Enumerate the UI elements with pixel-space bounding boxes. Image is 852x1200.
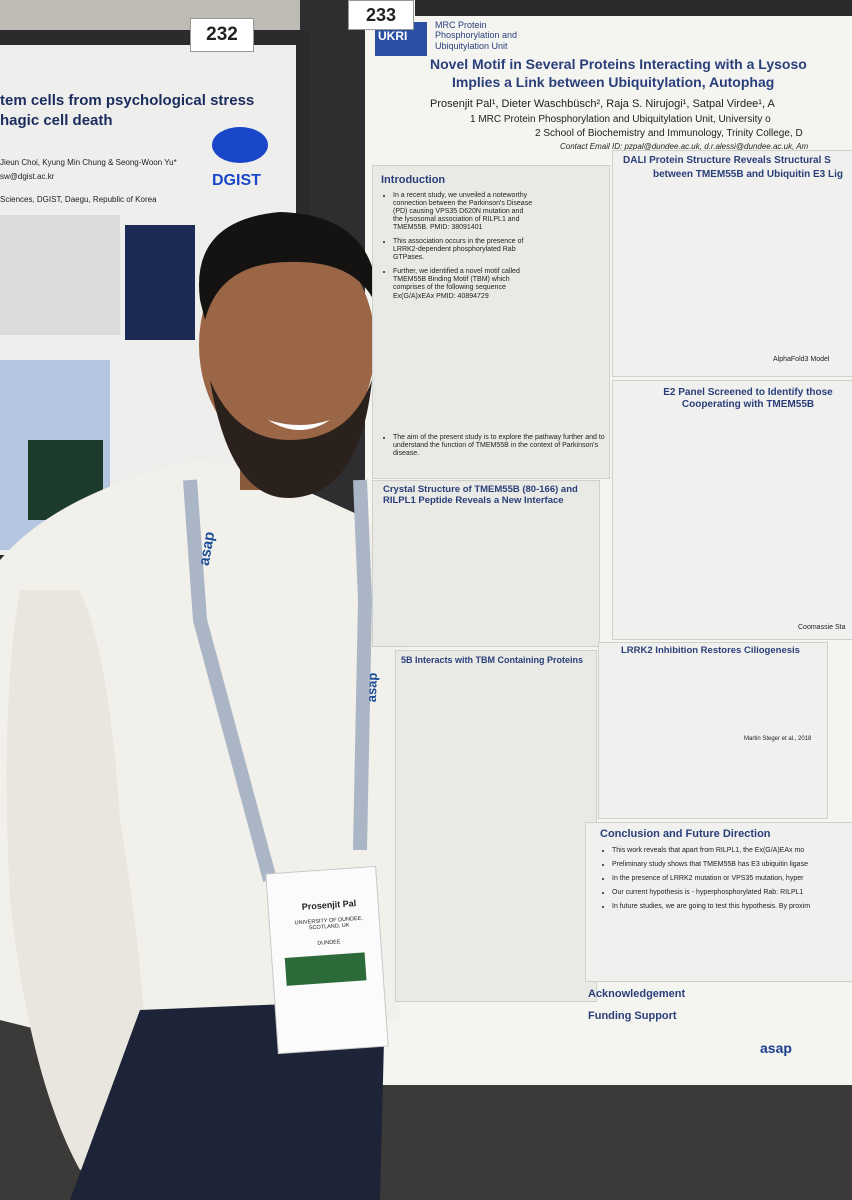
logo-text: UKRI <box>378 29 408 43</box>
bullet: In future studies, we are going to test … <box>612 903 852 911</box>
e2-panel: E2 Panel Screened to Identify those Coop… <box>612 380 852 640</box>
poster-top-bar <box>415 0 852 16</box>
poster-title: Implies a Link between Ubiquitylation, A… <box>452 74 775 90</box>
face <box>199 233 375 457</box>
bullet: In the presence of LRRK2 mutation or VPS… <box>612 875 852 883</box>
caption: AlphaFold3 Model <box>773 356 830 363</box>
teeth <box>268 420 330 430</box>
left-figure <box>125 225 195 340</box>
beard <box>210 380 372 499</box>
dali-panel: DALI Protein Structure Reveals Structura… <box>612 150 852 377</box>
lanyard-strap <box>183 479 373 882</box>
intro-list: In a recent study, we unveiled a notewor… <box>381 192 533 307</box>
contact: Contact Email ID: pzpal@dundee.ac.uk, d.… <box>560 142 809 151</box>
section-heading: 5B Interacts with TBM Containing Protein… <box>401 655 584 665</box>
left-figure <box>0 215 120 335</box>
section-heading: Conclusion and Future Direction <box>600 828 771 840</box>
affiliation: Sciences, DGIST, Daegu, Republic of Kore… <box>0 195 157 204</box>
interacts-panel: 5B Interacts with TBM Containing Protein… <box>395 650 597 1002</box>
hair <box>199 212 379 320</box>
affiliation: 1 MRC Protein Phosphorylation and Ubiqui… <box>470 114 771 125</box>
conclusion-panel: Conclusion and Future Direction This wor… <box>585 822 852 982</box>
section-heading: Crystal Structure of TMEM55B (80-166) an… <box>383 484 578 506</box>
poster-title: tem cells from psychological stress <box>0 92 255 109</box>
poster-title: Novel Motif in Several Proteins Interact… <box>430 56 807 72</box>
crystal-panel: Crystal Structure of TMEM55B (80-166) an… <box>372 480 600 647</box>
bullet: Preliminary study shows that TMEM55B has… <box>612 861 852 869</box>
bullet: In a recent study, we unveiled a notewor… <box>393 192 533 232</box>
section-heading: Acknowledgement <box>588 988 686 1000</box>
section-heading: LRRK2 Inhibition Restores Ciliogenesis <box>621 645 800 656</box>
intro-list: The aim of the present study is to explo… <box>381 434 611 464</box>
logo-text: DGIST <box>212 172 261 189</box>
caption: Coomassie Sta <box>798 624 846 631</box>
email: sw@dgist.ac.kr <box>0 172 55 181</box>
section-heading: Funding Support <box>588 1010 677 1022</box>
conclusion-list: This work reveals that apart from RILPL1… <box>600 847 852 917</box>
authors: Prosenjit Pal¹, Dieter Waschbüsch², Raja… <box>430 98 775 110</box>
caption: Martin Steger et al., 2018 <box>744 736 812 742</box>
bullet: The aim of the present study is to explo… <box>393 434 611 458</box>
bullet: This work reveals that apart from RILPL1… <box>612 847 852 855</box>
lanyard-text: asap <box>363 672 380 703</box>
section-heading: E2 Panel Screened to Identify those Coop… <box>663 387 833 410</box>
funder-logo: asap <box>760 1040 792 1056</box>
affiliation: 2 School of Biochemistry and Immunology,… <box>535 128 803 139</box>
badge-logo <box>284 952 367 986</box>
bullet: This association occurs in the presence … <box>393 238 533 262</box>
bullet: Our current hypothesis is - hyperphospho… <box>612 889 852 897</box>
unit-name: MRC Protein Phosphorylation and Ubiquity… <box>435 20 518 51</box>
intro-panel: Introduction In a recent study, we unvei… <box>372 165 610 479</box>
arm <box>6 590 150 1170</box>
dgist-logo-mark <box>212 127 268 163</box>
section-heading: between TMEM55B and Ubiquitin E3 Lig <box>653 169 844 180</box>
poster-title: hagic cell death <box>0 112 113 129</box>
poster-number: 232 <box>190 18 254 52</box>
lrrk2-panel: LRRK2 Inhibition Restores Ciliogenesis M… <box>598 642 828 819</box>
section-heading: DALI Protein Structure Reveals Structura… <box>623 155 831 166</box>
authors: Jieun Choi, Kyung Min Chung & Seong-Woon… <box>0 158 177 167</box>
section-heading: Introduction <box>381 174 446 186</box>
poster-number: 233 <box>348 0 414 30</box>
bullet: Further, we identified a novel motif cal… <box>393 268 533 300</box>
